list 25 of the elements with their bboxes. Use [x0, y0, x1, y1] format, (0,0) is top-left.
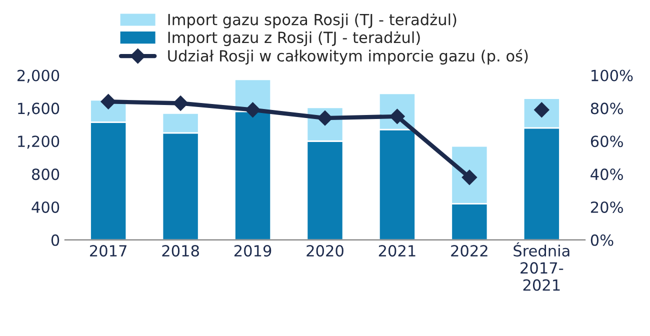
x-tick-label: 2022	[451, 245, 488, 257]
x-tick-label: 2017	[90, 245, 126, 257]
y2-tick-label: 60%	[590, 136, 623, 148]
y-tick-label: 0	[51, 234, 60, 246]
y-tick-label: 2,000	[18, 70, 60, 83]
y2-tick-label: 100%	[592, 70, 633, 82]
legend-label: Udział Rosji w całkowitym imporcie gazu (p. oś)	[168, 49, 528, 65]
y-tick-label: 1,600	[18, 102, 60, 116]
x-tick-label: 2019	[234, 245, 272, 257]
x-tick-label: 2018	[162, 245, 199, 257]
x-tick-label: Średnia 2017- 2021	[514, 242, 570, 291]
y2-tick-label: 80%	[590, 102, 623, 114]
y-tick-label: 400	[32, 201, 60, 213]
x-tick-label: 2021	[378, 245, 416, 257]
point	[100, 94, 116, 110]
x-tick-label: 2020	[306, 245, 344, 257]
y-tick-label: 800	[32, 168, 60, 180]
y2-tick-label: 20%	[590, 201, 623, 213]
y2-tick-label: 40%	[590, 168, 623, 180]
point	[245, 102, 260, 118]
y-tick-label: 1,200	[18, 136, 60, 149]
y2-tick-label: 0%	[590, 234, 614, 246]
legend-label: Import gazu z Rosji (TJ - teradżul)	[168, 31, 420, 46]
point	[172, 96, 188, 111]
legend-label: Import gazu spoza Rosji (TJ - teradżul)	[168, 13, 456, 28]
